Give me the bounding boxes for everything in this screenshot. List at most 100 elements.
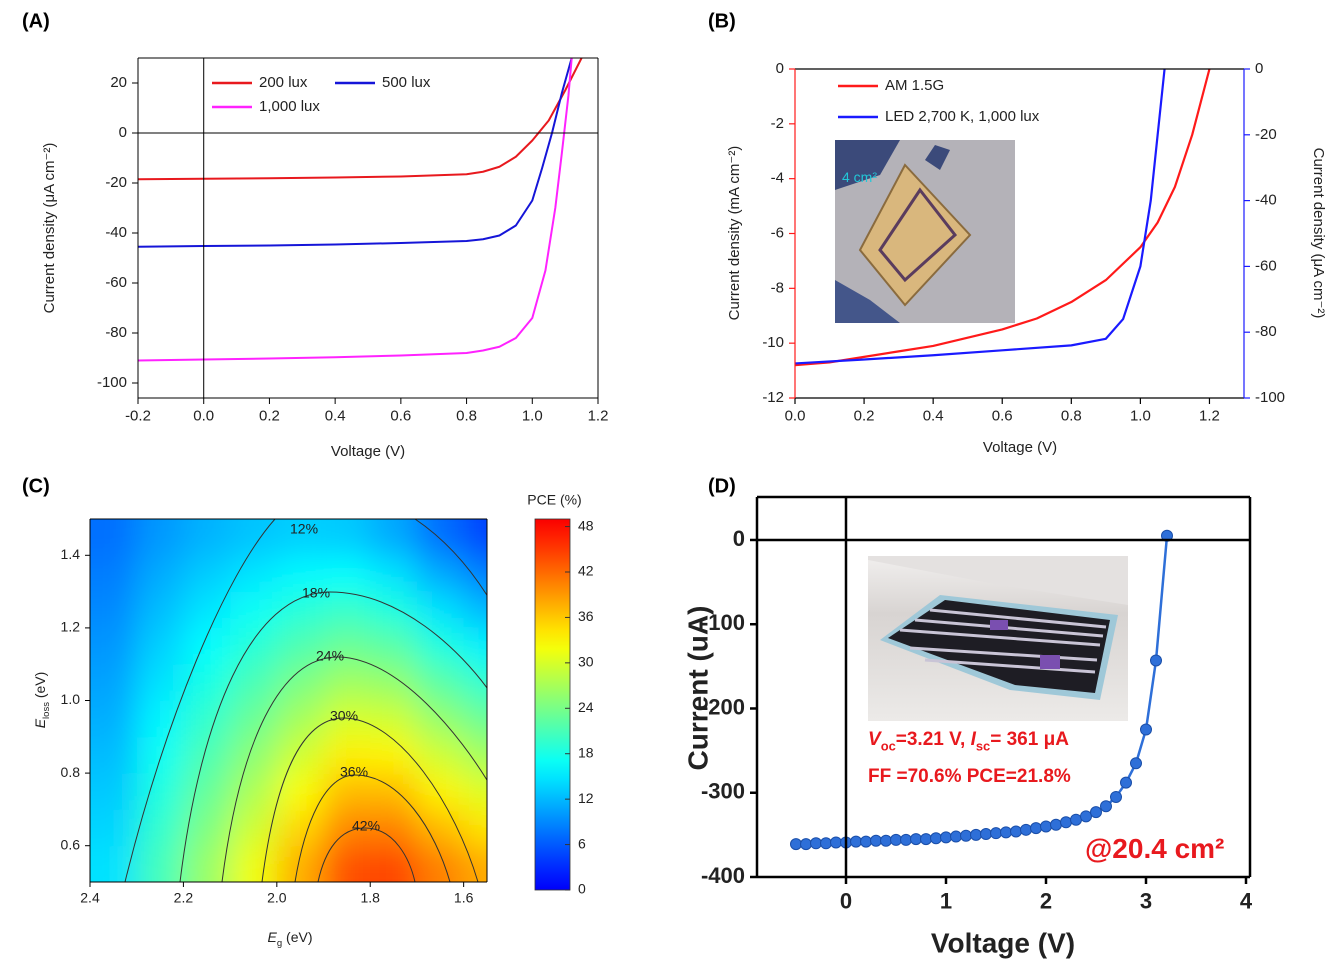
x-tick-label: 1.2 (588, 408, 609, 425)
heatmap-cell (323, 773, 371, 810)
heatmap-cell (136, 809, 184, 847)
label-part: E (32, 718, 48, 728)
y-tick-label: -20 (105, 174, 127, 191)
heatmap-cell (136, 555, 184, 593)
heatmap-cell (183, 627, 231, 665)
colorbar-label: PCE (%) (527, 492, 581, 508)
x-tick-label: 0.6 (390, 408, 411, 425)
heatmap-cell (276, 736, 325, 774)
y2-tick-label: -40 (1255, 192, 1277, 209)
x-axis-label: Voltage (V) (331, 443, 405, 460)
heatmap-cell (136, 519, 184, 556)
panel-label: (A) (22, 10, 50, 32)
x-tick-label: 0.6 (992, 408, 1013, 425)
heatmap-cell (230, 773, 278, 810)
contour-line (261, 717, 479, 882)
data-point (1161, 529, 1173, 542)
heatmap-cell (230, 845, 278, 882)
heatmap-cell (136, 700, 184, 738)
y-tick-label: 0 (776, 60, 784, 77)
panel-label: (B) (708, 10, 736, 32)
x-tick-label: 0.0 (785, 408, 806, 425)
contour-label: 24% (316, 648, 344, 664)
data-point (870, 834, 882, 847)
y-tick-label: 0 (119, 124, 127, 141)
colorbar-tick-label: 12 (578, 790, 594, 806)
panel-label: (C) (22, 475, 50, 497)
data-point (1130, 757, 1142, 770)
x-tick-label: 0.0 (193, 408, 214, 425)
data-point (910, 833, 922, 846)
y2-axis-label: Current density (μA cm⁻²) (1310, 148, 1327, 319)
data-point (1140, 723, 1152, 736)
data-point (880, 834, 892, 847)
heatmap-cell (90, 809, 138, 847)
heatmap-cell (370, 555, 418, 593)
label-part: =3.21 V, (896, 729, 971, 750)
panel: (D) 0 1 2 3 4 -400 -300 -200 -100 0 Voltage (V) Curr… (682, 475, 1252, 958)
data-point (1010, 825, 1022, 838)
data-point (790, 838, 802, 851)
legend-label: 200 lux (259, 74, 308, 91)
y-tick-label: -8 (771, 279, 784, 296)
axis-label: Eloss (eV) (32, 672, 52, 729)
inset-photo: 4 cm² (835, 140, 1015, 323)
data-point (1080, 810, 1092, 823)
heatmap-cell (183, 664, 231, 701)
heatmap-cell (230, 627, 278, 665)
y-tick-label: -40 (105, 224, 127, 241)
y-tick-label: 1.2 (61, 619, 81, 635)
annotation: @20.4 cm² (1085, 833, 1224, 864)
x-tick-label: 0.4 (325, 408, 346, 425)
contour-label: 18% (302, 585, 330, 601)
data-point (920, 833, 932, 846)
heatmap-cell (183, 700, 231, 738)
x-tick-label: 0.8 (456, 408, 477, 425)
x-tick-label: 0.4 (923, 408, 944, 425)
heatmap-cell (323, 519, 371, 556)
y-axis-label: Current density (mA cm⁻²) (726, 146, 743, 321)
y-tick-label: 20 (110, 74, 127, 91)
heatmap-cell (276, 627, 325, 665)
panel: (C) 12% 18% 24% 30% 36% 42% 0 6 12 18 24 30 36 42 48 PCE… (22, 475, 594, 949)
y-tick-label: 1.0 (61, 691, 81, 707)
colorbar-tick-label: 48 (578, 517, 594, 533)
data-point (800, 838, 812, 851)
data-point (860, 835, 872, 848)
heatmap-cell (416, 809, 465, 847)
heatmap-cell (230, 591, 278, 629)
legend-label: 1,000 lux (259, 98, 320, 115)
heatmap-cell (183, 555, 231, 593)
x-tick-label: 1.2 (1199, 408, 1220, 425)
heatmap-cell (183, 519, 231, 556)
data-point (820, 837, 832, 850)
heatmap-cell (90, 519, 138, 556)
colorbar (534, 518, 571, 891)
data-point (900, 833, 912, 846)
x-tick-label: 1.0 (1130, 408, 1151, 425)
colorbar-tick-label: 30 (578, 654, 594, 670)
label-part: oc (881, 739, 896, 754)
heatmap-cell (463, 736, 487, 774)
data-point (890, 833, 902, 846)
heatmap-cell (323, 627, 371, 665)
label-part: (eV) (282, 929, 312, 945)
heatmap-cell (136, 591, 184, 629)
legend-label: AM 1.5G (885, 77, 944, 94)
x-tick-label: -0.2 (125, 408, 151, 425)
heatmap-cells (90, 519, 487, 882)
colorbar-tick-label: 0 (578, 881, 586, 897)
contour-line (179, 591, 487, 882)
data-point (1000, 826, 1012, 839)
x-tick-label: 1 (940, 889, 952, 914)
y-tick-label: -100 (97, 374, 127, 391)
heatmap-cell (463, 809, 487, 847)
colorbar-tick-label: 42 (578, 563, 594, 579)
annotation: FF =70.6% PCE=21.8% (868, 766, 1071, 787)
heatmap-cell (323, 845, 371, 882)
data-point (1150, 654, 1162, 667)
panel: (A) 200 lux 500 lux 1,000 lux -0.2 0.0 0.2 0.4 0… (22, 10, 608, 460)
heatmap-cell (183, 773, 231, 810)
contour-line (294, 774, 451, 882)
